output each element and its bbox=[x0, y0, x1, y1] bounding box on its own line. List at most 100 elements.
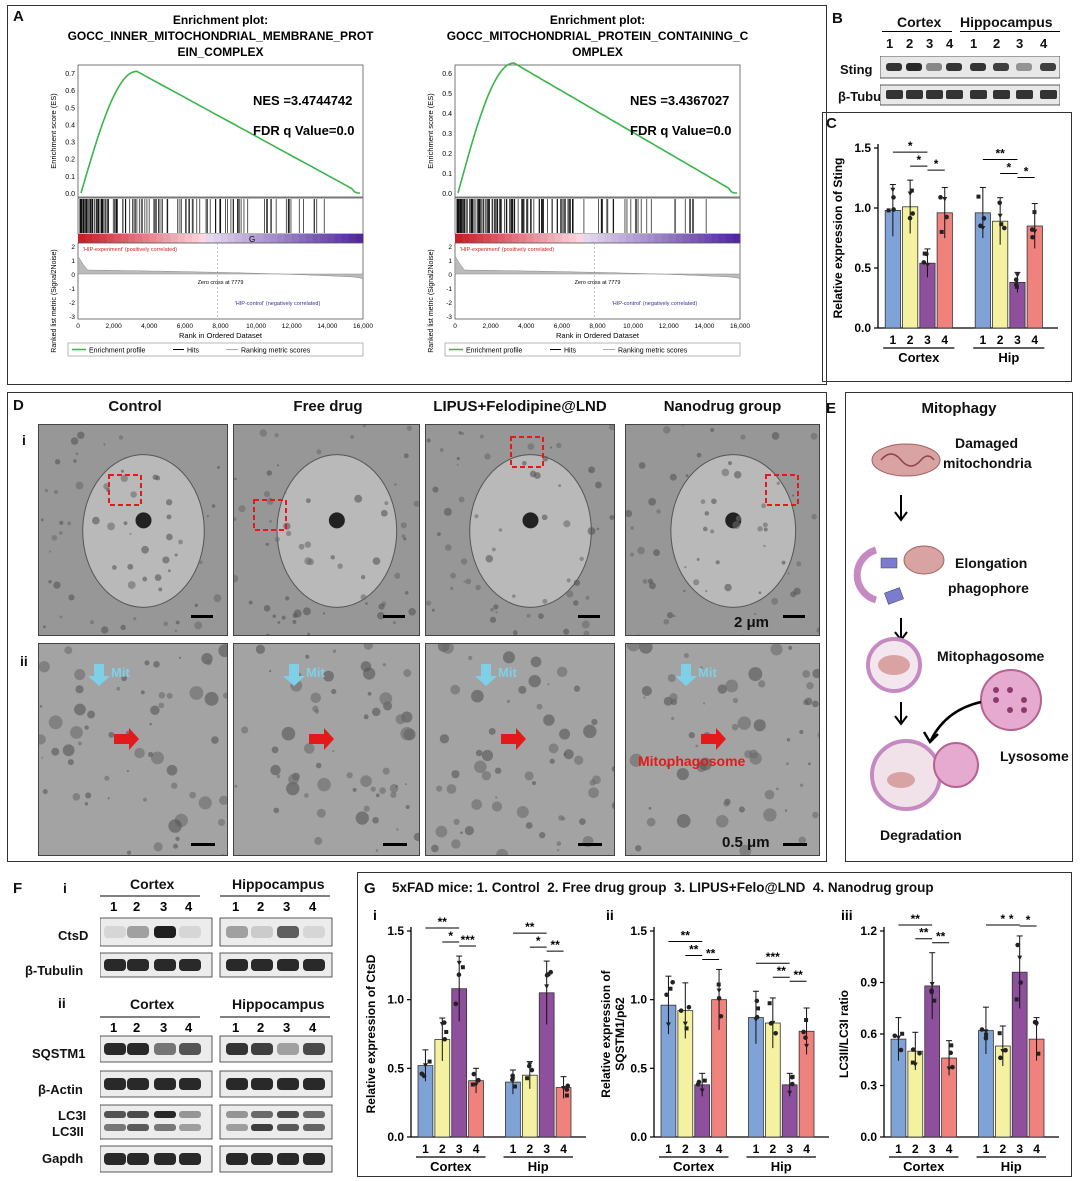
chart-g-ii-ylabel: Relative expression of bbox=[599, 969, 613, 1097]
gsea-colorbar-seg bbox=[490, 234, 499, 243]
tem-organelle bbox=[360, 775, 372, 787]
tem-organelle bbox=[646, 817, 656, 827]
blot-f-band bbox=[154, 1078, 176, 1090]
gsea-colorbar-seg bbox=[78, 234, 86, 243]
tem-organelle bbox=[802, 670, 811, 678]
tem-organelle bbox=[59, 615, 63, 619]
tem-organelle bbox=[464, 825, 474, 836]
tem-roi-box bbox=[253, 499, 287, 531]
tem-organelle bbox=[583, 724, 597, 739]
gsea-colorbar-seg bbox=[277, 234, 286, 243]
blot-b-group-cortex: Cortex bbox=[897, 14, 942, 30]
tem-organelle bbox=[662, 426, 671, 434]
gsea-es-tick-0-3: 0.4 bbox=[65, 122, 75, 129]
tem-organelle bbox=[151, 751, 164, 765]
tem-organelle bbox=[277, 621, 281, 624]
tem-organelle bbox=[166, 692, 173, 699]
arrow-curve bbox=[922, 700, 982, 745]
tem-organelle bbox=[793, 587, 801, 595]
chart-g-i-lane-1-2: 3 bbox=[543, 1142, 550, 1156]
chart-c-dot bbox=[997, 213, 1003, 219]
tem-image-i-1 bbox=[233, 424, 420, 636]
chart-g-iii-dot bbox=[932, 998, 937, 1003]
chart-c-sig-0-0: * bbox=[908, 139, 913, 153]
tem-organelle bbox=[134, 747, 145, 759]
tem-organelle bbox=[753, 719, 766, 732]
tem-image-i-3 bbox=[625, 424, 820, 636]
gsea-title-1-1: Enrichment plot: bbox=[550, 13, 645, 27]
chart-g-iii-dot bbox=[948, 1050, 953, 1056]
blot-f-band bbox=[226, 1153, 248, 1165]
gsea-colorbar-seg bbox=[106, 234, 115, 243]
chart-g-ii-dot bbox=[678, 1008, 684, 1013]
gsea-legend-frame-0 bbox=[67, 342, 364, 357]
tem-organelle bbox=[284, 491, 287, 494]
tem-organelle bbox=[382, 767, 390, 775]
gsea-xtick-0-8: 16,000 bbox=[353, 323, 373, 330]
blot-f-band bbox=[226, 1111, 248, 1118]
tem-organelle bbox=[776, 481, 780, 485]
chart-c-dot bbox=[1013, 282, 1019, 288]
tem-organelle bbox=[710, 428, 715, 433]
tem-organelle bbox=[163, 621, 169, 627]
panel-c-label: C bbox=[826, 115, 837, 132]
tem-organelle bbox=[573, 685, 581, 692]
gsea-xlabel-1: Rank in Ordered Dataset bbox=[556, 331, 640, 340]
gsea-colorbar-seg bbox=[355, 234, 364, 243]
blot-f-strip-lc3-hippo bbox=[219, 1104, 333, 1140]
tem-organelle bbox=[154, 574, 162, 581]
gsea-colorbar-seg bbox=[99, 234, 107, 243]
tem-organelle bbox=[556, 848, 560, 852]
blot-b-lane-2: 3 bbox=[926, 36, 934, 51]
tem-mit-label: Mit bbox=[306, 665, 325, 680]
tem-organelle bbox=[431, 608, 435, 612]
tem-organelle bbox=[77, 431, 85, 440]
chart-g-ii-dot bbox=[789, 1074, 795, 1080]
chart-c-dot bbox=[922, 251, 927, 256]
blot-f-band bbox=[127, 1124, 149, 1131]
blot-b-lane-3: 4 bbox=[946, 36, 954, 51]
chart-g-ii-dot bbox=[773, 1031, 778, 1036]
chart-g-i-dot bbox=[421, 1073, 427, 1079]
chart-c-ytick-1: 1.0 bbox=[854, 201, 871, 215]
tem-organelle bbox=[310, 692, 322, 704]
gsea-colorbar-seg bbox=[341, 234, 350, 243]
tem-organelle bbox=[140, 690, 145, 695]
blot-f-i-lane-3: 4 bbox=[185, 899, 193, 914]
tem-organelle bbox=[549, 446, 553, 449]
blot-f-band bbox=[251, 1078, 273, 1090]
tem-organelle bbox=[67, 759, 74, 766]
tem-organelle bbox=[530, 656, 542, 668]
gsea-xtick-0-3: 6,000 bbox=[177, 323, 194, 330]
gsea-colorbar-seg bbox=[227, 234, 236, 243]
chart-g-iii-dot bbox=[929, 981, 935, 987]
g-sub-iii: iii bbox=[841, 907, 853, 923]
blot-f-band bbox=[303, 1153, 325, 1165]
gsea-colorbar-seg bbox=[184, 234, 193, 243]
panel-a-frame bbox=[7, 5, 827, 385]
chart-g-ii-dot bbox=[695, 1082, 701, 1087]
tem-organelle bbox=[53, 581, 61, 589]
tem-organelle bbox=[757, 526, 763, 532]
tem-organelle bbox=[78, 741, 82, 746]
chart-c-dot bbox=[891, 195, 896, 200]
tem-organelle bbox=[58, 531, 63, 535]
chart-c-sig-0-2: * bbox=[934, 157, 939, 171]
tem-organelle bbox=[221, 853, 225, 855]
tem-organelle bbox=[702, 526, 708, 532]
gsea-rank-area-0 bbox=[77, 255, 364, 279]
panel-g-label: G bbox=[364, 880, 376, 897]
gsea-colorbar-seg bbox=[241, 234, 250, 243]
chart-c-dot bbox=[978, 223, 983, 229]
tem-organelle bbox=[85, 792, 92, 799]
tem-organelle bbox=[556, 666, 568, 678]
blot-f-band bbox=[179, 959, 201, 971]
chart-c-lane-1-2: 3 bbox=[1014, 333, 1021, 347]
tem-organelle bbox=[123, 521, 128, 526]
tem-mit-arrow bbox=[475, 664, 497, 686]
tem-organelle bbox=[395, 714, 406, 725]
gsea-colorbar-seg bbox=[526, 234, 534, 243]
chart-g-iii-dot bbox=[997, 1031, 1002, 1036]
tem-organelle bbox=[446, 784, 457, 794]
tem-organelle bbox=[796, 561, 802, 567]
